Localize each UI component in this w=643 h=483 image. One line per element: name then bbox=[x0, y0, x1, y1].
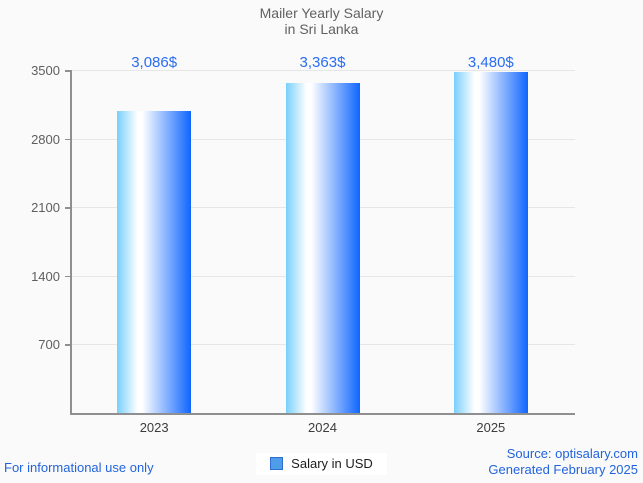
y-axis-line bbox=[70, 70, 72, 413]
y-axis-tick bbox=[65, 207, 70, 209]
bar-2023 bbox=[117, 110, 192, 413]
y-axis-tick-label: 1400 bbox=[31, 268, 60, 284]
bar-2025 bbox=[453, 71, 528, 413]
source-text: Source: optisalary.com bbox=[506, 446, 638, 461]
y-axis-tick-label: 3500 bbox=[31, 63, 60, 78]
legend-marker-icon bbox=[270, 457, 284, 470]
bar-value-label: 3,086$ bbox=[131, 54, 178, 71]
gridline bbox=[70, 70, 575, 71]
source-block: Source: optisalary.com Generated Februar… bbox=[488, 446, 638, 477]
x-axis-category-label: 2023 bbox=[139, 420, 169, 435]
bar-value-label: 3,480$ bbox=[467, 54, 514, 71]
chart-title-line1: Mailer Yearly Salary bbox=[259, 5, 384, 21]
chart-title-line2: in Sri Lanka bbox=[284, 21, 359, 37]
x-axis-line bbox=[70, 413, 575, 415]
legend: Salary in USD bbox=[0, 453, 643, 475]
disclaimer-text: For informational use only bbox=[4, 460, 154, 475]
y-axis-tick bbox=[65, 344, 70, 346]
y-axis-tick-label: 2800 bbox=[31, 131, 60, 147]
y-axis-tick bbox=[65, 275, 70, 278]
x-axis-category-label: 2024 bbox=[308, 420, 337, 435]
chart-title: Mailer Yearly Salary in Sri Lanka bbox=[0, 5, 643, 37]
y-axis-tick bbox=[65, 70, 70, 72]
y-axis-tick-label: 700 bbox=[38, 337, 60, 353]
bar-value-label: 3,363$ bbox=[299, 54, 346, 71]
legend-item: Salary in USD bbox=[256, 453, 387, 475]
legend-label: Salary in USD bbox=[291, 456, 373, 471]
x-axis-category-label: 2025 bbox=[476, 420, 506, 435]
y-axis-tick-label: 2100 bbox=[31, 200, 60, 216]
generated-text: Generated February 2025 bbox=[488, 461, 638, 477]
y-axis-tick bbox=[65, 138, 70, 141]
bar-2024 bbox=[285, 83, 360, 413]
